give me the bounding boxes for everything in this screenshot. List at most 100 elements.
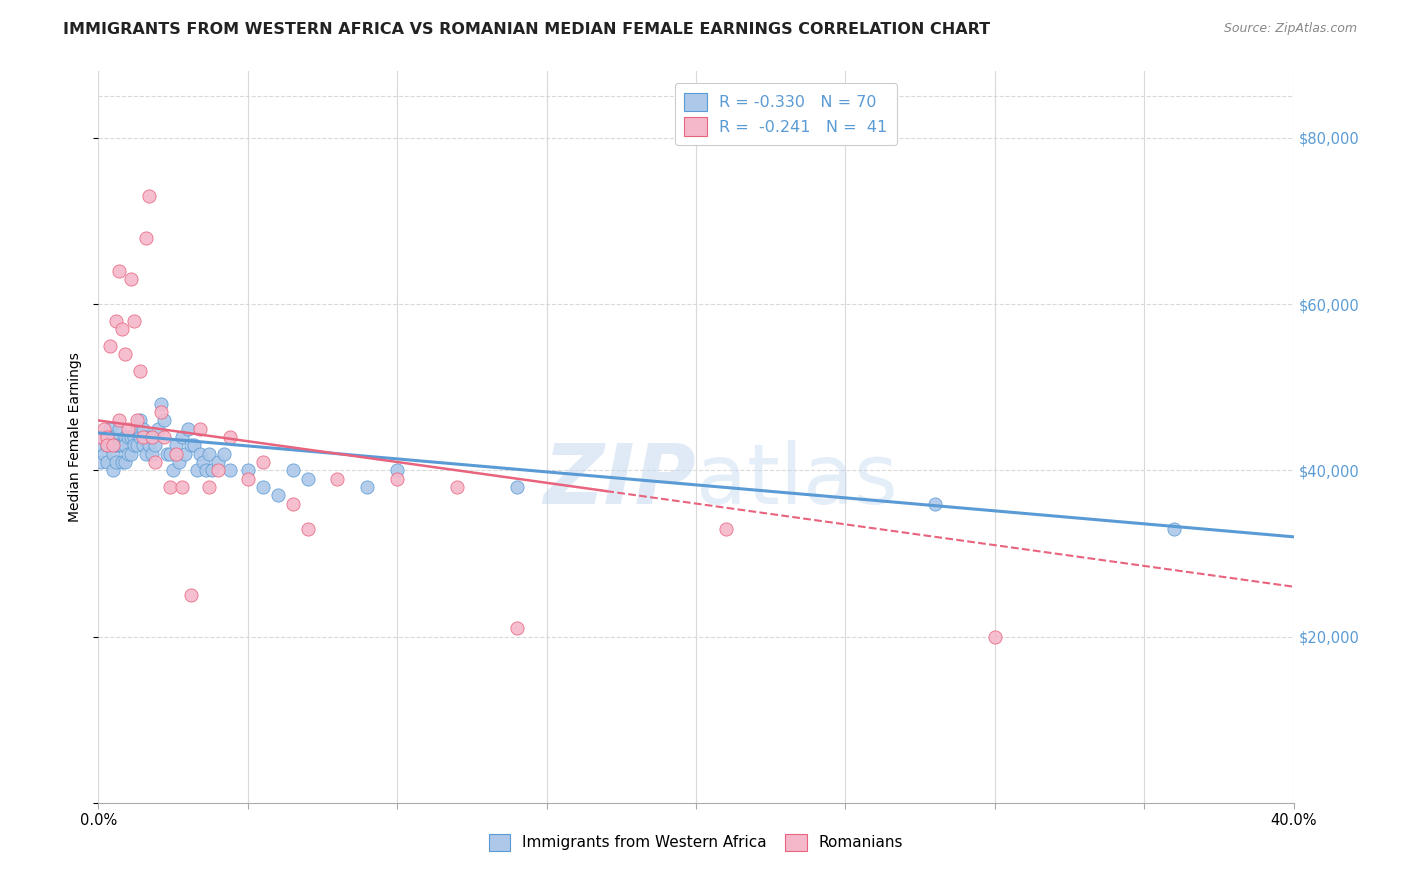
Point — [281, 463, 304, 477]
Point — [124, 314, 146, 328]
Text: atlas: atlas — [696, 441, 897, 522]
Point — [195, 463, 218, 477]
Point — [98, 422, 122, 436]
Point — [129, 363, 152, 377]
Point — [984, 630, 1007, 644]
Point — [198, 480, 221, 494]
Point — [141, 430, 163, 444]
Point — [90, 438, 112, 452]
Point — [127, 438, 149, 452]
Point — [111, 322, 134, 336]
Point — [135, 430, 157, 444]
Point — [148, 422, 170, 436]
Point — [108, 438, 131, 452]
Point — [198, 447, 221, 461]
Point — [105, 314, 128, 328]
Point — [93, 422, 115, 436]
Point — [114, 347, 136, 361]
Point — [124, 438, 146, 452]
Point — [446, 480, 468, 494]
Point — [105, 455, 128, 469]
Point — [111, 455, 134, 469]
Point — [188, 422, 211, 436]
Text: Source: ZipAtlas.com: Source: ZipAtlas.com — [1223, 22, 1357, 36]
Point — [326, 472, 349, 486]
Point — [117, 430, 139, 444]
Point — [105, 438, 128, 452]
Point — [150, 405, 173, 419]
Point — [117, 447, 139, 461]
Point — [90, 455, 112, 469]
Point — [96, 430, 118, 444]
Point — [267, 488, 290, 502]
Point — [150, 397, 173, 411]
Point — [129, 413, 152, 427]
Point — [207, 455, 229, 469]
Point — [159, 480, 181, 494]
Y-axis label: Median Female Earnings: Median Female Earnings — [69, 352, 83, 522]
Point — [138, 438, 160, 452]
Point — [281, 497, 304, 511]
Point — [172, 430, 194, 444]
Point — [120, 447, 142, 461]
Point — [117, 422, 139, 436]
Point — [138, 189, 160, 203]
Point — [114, 430, 136, 444]
Point — [356, 480, 378, 494]
Point — [212, 447, 235, 461]
Point — [103, 463, 125, 477]
Point — [129, 430, 152, 444]
Point — [103, 438, 125, 452]
Point — [98, 338, 122, 352]
Point — [236, 463, 259, 477]
Point — [153, 413, 176, 427]
Point — [93, 447, 115, 461]
Point — [120, 272, 142, 286]
Point — [385, 472, 409, 486]
Point — [219, 463, 242, 477]
Point — [186, 463, 208, 477]
Point — [252, 480, 274, 494]
Point — [183, 438, 205, 452]
Point — [165, 438, 187, 452]
Point — [143, 455, 166, 469]
Point — [114, 438, 136, 452]
Point — [132, 438, 155, 452]
Point — [96, 438, 118, 452]
Point — [103, 447, 125, 461]
Point — [96, 438, 118, 452]
Legend: Immigrants from Western Africa, Romanians: Immigrants from Western Africa, Romanian… — [482, 828, 910, 857]
Point — [207, 463, 229, 477]
Point — [297, 472, 319, 486]
Point — [132, 430, 155, 444]
Point — [201, 463, 224, 477]
Point — [120, 430, 142, 444]
Point — [124, 430, 146, 444]
Point — [135, 447, 157, 461]
Point — [127, 413, 149, 427]
Point — [188, 447, 211, 461]
Point — [108, 264, 131, 278]
Point — [172, 480, 194, 494]
Text: ZIP: ZIP — [543, 441, 696, 522]
Point — [156, 447, 179, 461]
Point — [236, 472, 259, 486]
Point — [506, 480, 529, 494]
Point — [114, 455, 136, 469]
Point — [98, 438, 122, 452]
Point — [714, 521, 737, 535]
Point — [127, 422, 149, 436]
Point — [143, 438, 166, 452]
Point — [180, 438, 202, 452]
Point — [297, 521, 319, 535]
Point — [108, 422, 131, 436]
Point — [141, 430, 163, 444]
Point — [167, 455, 190, 469]
Point — [385, 463, 409, 477]
Point — [177, 422, 200, 436]
Point — [191, 455, 214, 469]
Point — [159, 447, 181, 461]
Point — [180, 588, 202, 602]
Point — [252, 455, 274, 469]
Point — [153, 430, 176, 444]
